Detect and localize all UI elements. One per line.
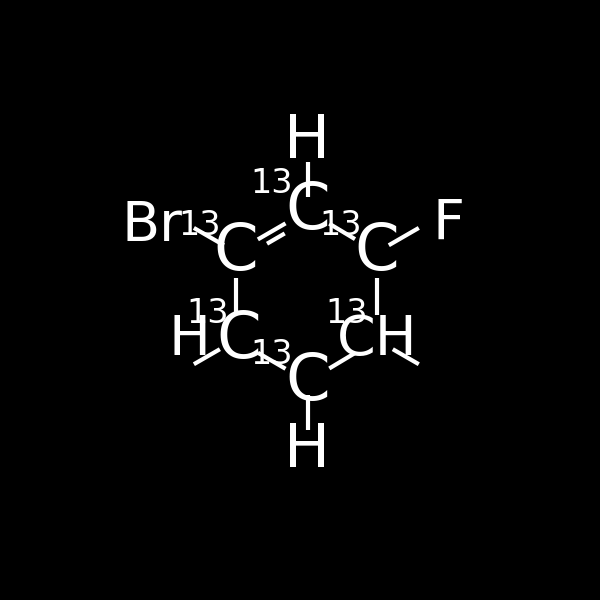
Text: C: C (285, 179, 330, 242)
Text: 13: 13 (187, 297, 229, 330)
Text: 13: 13 (325, 297, 368, 330)
Text: 13: 13 (320, 209, 362, 242)
Text: 13: 13 (250, 338, 293, 371)
Text: Br: Br (121, 199, 182, 253)
Text: C: C (214, 221, 258, 283)
Text: 13: 13 (250, 167, 293, 200)
Text: H: H (284, 421, 331, 481)
Text: CH: CH (337, 313, 417, 367)
Text: C: C (355, 221, 399, 283)
Text: F: F (433, 196, 464, 250)
Text: H: H (169, 313, 211, 367)
Text: 13: 13 (179, 209, 221, 242)
Text: C: C (285, 350, 330, 413)
Text: C: C (216, 309, 260, 371)
Text: H: H (284, 112, 331, 171)
